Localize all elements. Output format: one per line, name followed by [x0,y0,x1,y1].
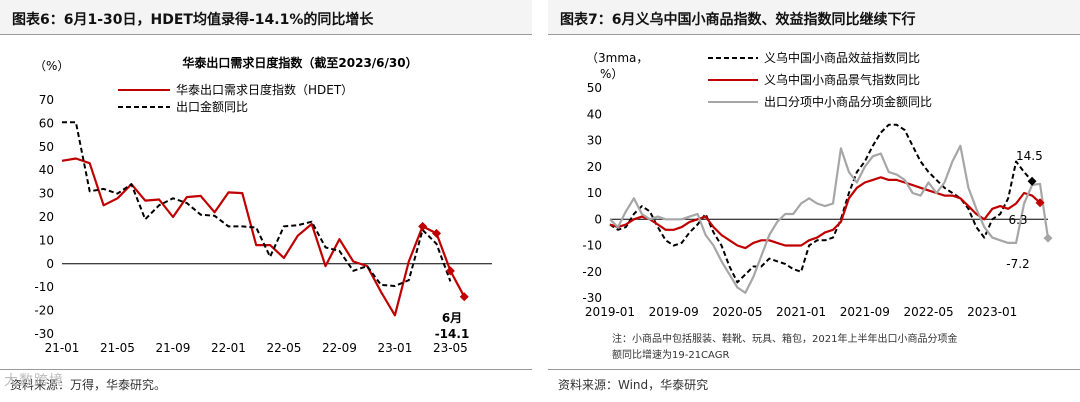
watermark-text: 大数跨境 [4,373,64,389]
y-tick-label: 0 [46,257,54,271]
right-chart-panel: 图表7：6月义乌中国小商品指数、效益指数同比继续下行 -30 -20 -10 0 10 2… [548,0,1080,402]
data-point-marker [418,221,428,231]
y-tick-label: 40 [587,107,602,121]
left-line-chart: -30 -20 -10 0 10 20 30 40 50 60 70 21-01 21-05 21-09 2… [34,55,492,355]
y-tick-label: 70 [39,93,54,107]
x-tick-label: 21-01 [45,341,80,355]
series-line-2 [609,176,1041,250]
right-chart-header: 图表7：6月义乌中国小商品指数、效益指数同比继续下行 [548,0,1080,34]
x-tick-label: 22-01 [211,341,246,355]
y-tick-label: 50 [587,81,602,95]
series-end-marker [1043,233,1053,243]
y-tick-label: 10 [587,186,602,200]
y-tick-label: 30 [587,134,602,148]
y-tick-label: 50 [39,140,54,154]
legend-label: 华泰出口需求日度指数（HDET） [176,82,353,97]
right-line-chart: -30 -20 -10 0 10 20 30 40 50 2019-01 2019-09 2020-0… [582,50,1053,319]
y-tick-label: 0 [594,212,602,226]
x-tick-label: 2019-01 [585,305,635,319]
data-point-marker [445,266,455,276]
x-tick-label: 2023-01 [967,305,1017,319]
end-value-label-3: -7.2 [1006,257,1029,271]
y-tick-label: 20 [39,210,54,224]
end-value-label-2: 6.3 [1008,213,1027,227]
right-chart-heading: 图表7：6月义乌中国小商品指数、效益指数同比继续下行 [560,12,916,28]
x-tick-label: 21-05 [100,341,135,355]
left-source-divider [0,369,532,370]
right-source-divider [548,369,1080,370]
y-tick-label: -10 [34,280,54,294]
y-tick-label: -10 [582,239,602,253]
y-tick-label: 20 [587,160,602,174]
x-tick-label: 21-09 [156,341,191,355]
chart-title: 华泰出口需求日度指数（截至2023/6/30） [182,55,417,70]
data-point-marker [459,292,469,302]
x-tick-label: 22-09 [322,341,357,355]
y-tick-label: -30 [582,291,602,305]
y-tick-label: 10 [39,233,54,247]
series-end-marker [1027,176,1037,186]
left-header-divider [0,34,532,35]
y-tick-label: 60 [39,116,54,130]
x-tick-label: 2022-05 [903,305,953,319]
point-annotation-value: -14.1 [435,327,470,341]
point-annotation-month: 6月 [442,311,462,325]
y-unit-label-line-1: （3mma， [586,51,648,65]
series-line-1 [609,123,1033,284]
chart-note-line-2: 额同比增速为19-21CAGR [612,350,730,361]
y-tick-label: -30 [34,327,54,341]
legend-label: 义乌中国小商品效益指数同比 [764,50,920,65]
left-chart-heading: 图表6：6月1-30日，HDET均值录得-14.1%的同比增长 [12,12,374,28]
left-chart-panel: 图表6：6月1-30日，HDET均值录得-14.1%的同比增长 -30 -20 -1… [0,0,532,402]
series-line-3 [609,144,1050,294]
series-line-1 [61,157,466,317]
x-tick-label: 22-05 [266,341,301,355]
right-header-divider [548,34,1080,35]
series-line-2 [62,121,452,287]
y-unit-label: （%） [34,59,69,73]
legend-label: 出口金额同比 [176,99,248,114]
left-chart-header: 图表6：6月1-30日，HDET均值录得-14.1%的同比增长 [0,0,532,34]
chart-note-line-1: 注：小商品中包括服装、鞋靴、玩具、箱包，2021年上半年出口小商品分项金 [612,334,958,345]
data-point-marker [432,228,442,238]
legend-label: 出口分项中小商品分项金额同比 [764,94,932,109]
series-end-marker [1035,198,1045,208]
legend-label: 义乌中国小商品景气指数同比 [764,72,920,87]
x-tick-label: 2020-05 [712,305,762,319]
y-tick-label: -20 [34,304,54,318]
right-source-text: 资料来源：Wind，华泰研究 [558,378,709,392]
y-unit-label-line-2: %） [600,67,623,81]
x-tick-label: 23-05 [433,341,468,355]
y-tick-label: -20 [582,265,602,279]
y-tick-label: 40 [39,163,54,177]
end-value-label-1: 14.5 [1016,149,1043,163]
x-tick-label: 23-01 [377,341,412,355]
y-tick-label: 30 [39,187,54,201]
x-tick-label: 2021-09 [840,305,890,319]
x-tick-label: 2019-09 [649,305,699,319]
x-tick-label: 2021-01 [776,305,826,319]
left-source-text: 资料来源：万得，华泰研究。 [10,378,167,392]
